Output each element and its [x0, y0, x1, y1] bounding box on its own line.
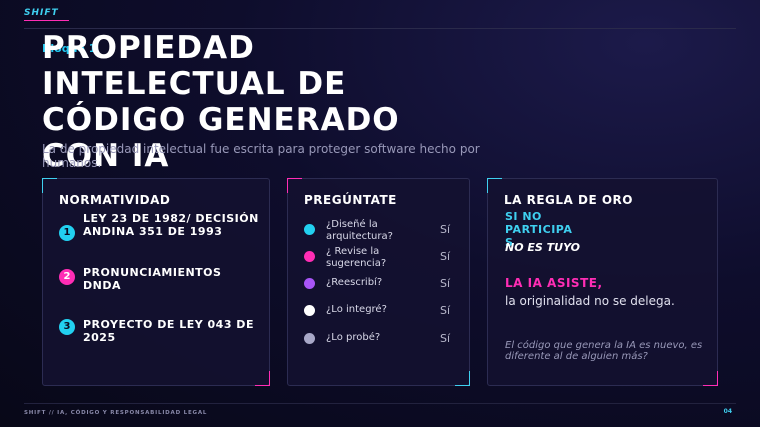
preguntate-title: PREGÚNTATE [304, 193, 397, 207]
corner-accent [487, 178, 502, 193]
bullet-dot [304, 278, 315, 289]
regla-line-4: la originalidad no se delega. [505, 294, 675, 308]
bullet-dot [304, 251, 315, 262]
answer-text: Sí [440, 332, 451, 345]
answer-text: Sí [440, 304, 451, 317]
question-text: ¿Diseñé la arquitectura? [326, 219, 393, 242]
corner-accent [703, 371, 718, 386]
corner-accent [255, 371, 270, 386]
slide-title: PROPIEDAD INTELECTUAL DE CÓDIGO GENERADO… [42, 30, 400, 174]
brand-logo: SHIFT [24, 8, 59, 18]
question-row: ¿Diseñé la arquitectura? Sí [304, 219, 459, 245]
bullet-dot [304, 333, 315, 344]
number-badge: 3 [59, 319, 75, 335]
corner-accent [455, 371, 470, 386]
regla-line-2: NO ES TUYO [505, 241, 581, 254]
question-text: ¿Reescribí? [326, 277, 383, 288]
answer-text: Sí [440, 277, 451, 290]
question-text: ¿Lo probé? [326, 332, 381, 343]
question-row: ¿Reescribí? Sí [304, 275, 459, 301]
footer-text: SHIFT // IA, CÓDIGO Y RESPONSABILIDAD LE… [24, 410, 208, 416]
list-item-text: PROYECTO DE LEY 043 DE 2025 [83, 318, 254, 344]
regla-title: LA REGLA DE ORO [504, 193, 633, 207]
question-text: ¿Lo integré? [326, 304, 387, 315]
regla-line-1: SI NO PARTICIPA S [505, 210, 573, 249]
question-row: ¿Lo integré? Sí [304, 302, 459, 328]
page-number: 04 [723, 408, 732, 415]
regla-note: El código que genera la IA es nuevo, es … [505, 340, 703, 362]
brand-underline [24, 20, 69, 21]
regla-card: LA REGLA DE ORO SI NO PARTICIPA S NO ES … [487, 178, 718, 386]
preguntate-card: PREGÚNTATE ¿Diseñé la arquitectura? Sí ¿… [287, 178, 470, 386]
question-row: ¿ Revise la sugerencia? Sí [304, 246, 459, 272]
regla-line-3: LA IA ASISTE, [505, 276, 603, 290]
corner-accent [42, 178, 57, 193]
number-badge: 2 [59, 269, 75, 285]
question-text: ¿ Revise la sugerencia? [326, 246, 387, 269]
list-item-text: LEY 23 DE 1982/ DECISIÓN ANDINA 351 DE 1… [83, 212, 259, 238]
normatividad-card: NORMATIVIDAD 1 LEY 23 DE 1982/ DECISIÓN … [42, 178, 270, 386]
corner-accent [287, 178, 302, 193]
bullet-dot [304, 305, 315, 316]
section-kicker: Bloque 1 [42, 42, 97, 55]
number-badge: 1 [59, 225, 75, 241]
bottom-divider [24, 403, 736, 404]
normatividad-title: NORMATIVIDAD [59, 193, 171, 207]
bullet-dot [304, 224, 315, 235]
question-row: ¿Lo probé? Sí [304, 330, 459, 356]
list-item-text: PRONUNCIAMIENTOS DNDA [83, 266, 222, 292]
answer-text: Sí [440, 250, 451, 263]
top-divider [24, 28, 736, 29]
answer-text: Sí [440, 223, 451, 236]
slide-subtitle: La de propiedad intelectual fue escrita … [42, 142, 480, 170]
